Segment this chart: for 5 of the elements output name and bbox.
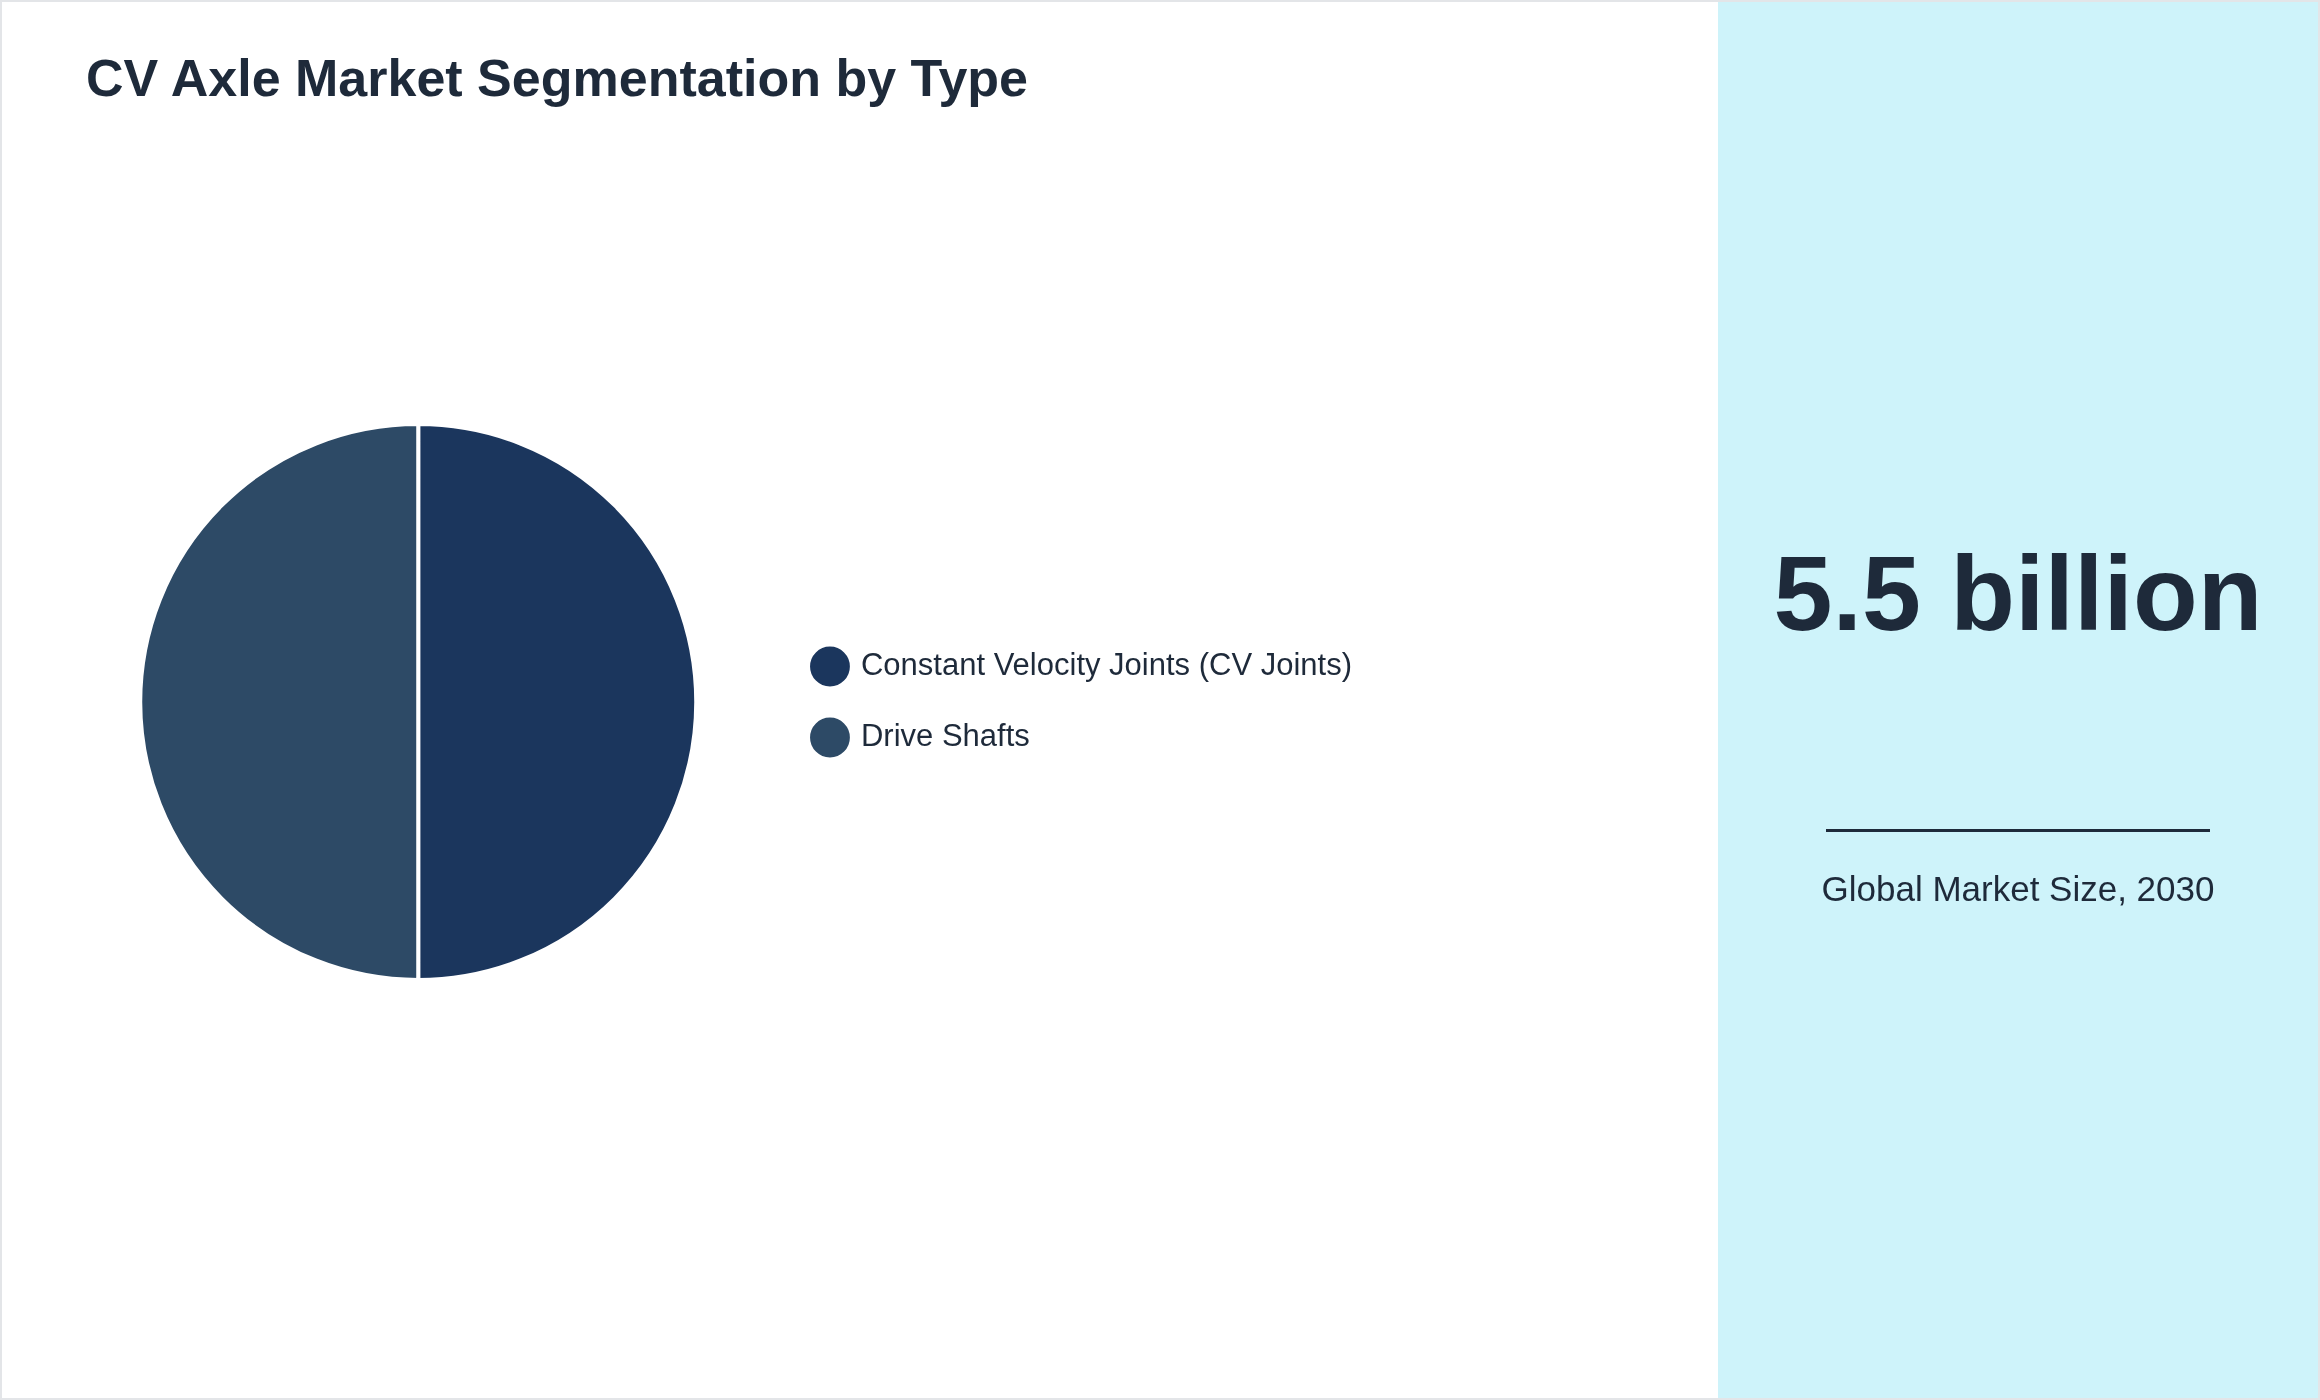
text: 5.5 billion bbox=[1772, 534, 2264, 652]
text: Global Market Size, 2030 bbox=[1820, 868, 2216, 910]
legend-label: Constant Velocity Joints (CV Joints) bbox=[860, 647, 1353, 683]
legend-label: Drive Shafts bbox=[860, 718, 1030, 754]
chart-title: CV Axle Market Segmentation by Type bbox=[86, 48, 1030, 109]
